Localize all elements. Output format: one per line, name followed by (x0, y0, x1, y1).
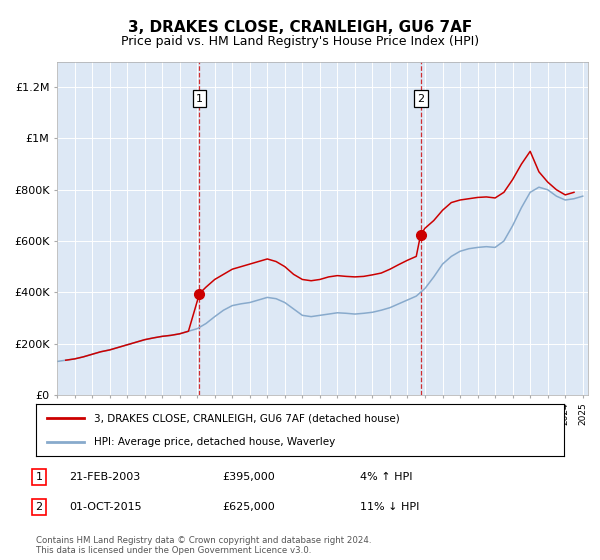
Text: 01-OCT-2015: 01-OCT-2015 (69, 502, 142, 512)
Text: Price paid vs. HM Land Registry's House Price Index (HPI): Price paid vs. HM Land Registry's House … (121, 35, 479, 48)
Text: 3, DRAKES CLOSE, CRANLEIGH, GU6 7AF (detached house): 3, DRAKES CLOSE, CRANLEIGH, GU6 7AF (det… (94, 413, 400, 423)
Text: Contains HM Land Registry data © Crown copyright and database right 2024.
This d: Contains HM Land Registry data © Crown c… (36, 536, 371, 556)
Text: 1: 1 (35, 472, 43, 482)
Text: 4% ↑ HPI: 4% ↑ HPI (360, 472, 413, 482)
Text: 2: 2 (417, 94, 424, 104)
Text: 2: 2 (35, 502, 43, 512)
Text: £625,000: £625,000 (222, 502, 275, 512)
Text: £395,000: £395,000 (222, 472, 275, 482)
Text: 1: 1 (196, 94, 203, 104)
Text: 21-FEB-2003: 21-FEB-2003 (69, 472, 140, 482)
Text: HPI: Average price, detached house, Waverley: HPI: Average price, detached house, Wave… (94, 437, 335, 447)
Text: 11% ↓ HPI: 11% ↓ HPI (360, 502, 419, 512)
Text: 3, DRAKES CLOSE, CRANLEIGH, GU6 7AF: 3, DRAKES CLOSE, CRANLEIGH, GU6 7AF (128, 20, 472, 35)
